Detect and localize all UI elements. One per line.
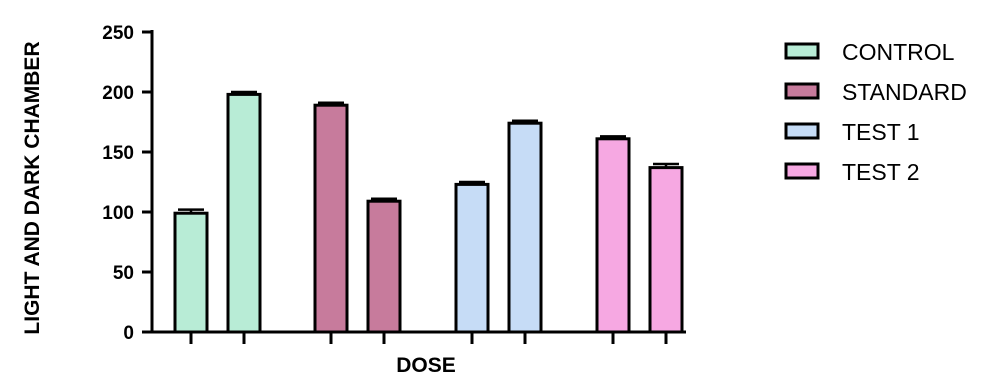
legend-label: TEST 2 bbox=[842, 159, 920, 185]
y-tick-label: 250 bbox=[102, 23, 134, 44]
y-tick-label: 200 bbox=[102, 83, 134, 104]
y-tick-label: 100 bbox=[102, 203, 134, 224]
bar bbox=[507, 121, 543, 334]
bar bbox=[454, 182, 490, 334]
bar bbox=[648, 166, 684, 334]
bar bbox=[173, 211, 209, 334]
y-tick-label: 150 bbox=[102, 143, 134, 164]
y-tick-label: 0 bbox=[123, 323, 134, 344]
y-ticks: 0 50 100 150 200 250 bbox=[102, 23, 152, 344]
y-axis-title: LIGHT AND DARK CHAMBER bbox=[21, 41, 44, 334]
y-tick-label: 50 bbox=[113, 263, 134, 284]
legend-label: STANDARD bbox=[842, 79, 967, 105]
bar bbox=[226, 92, 262, 334]
bar bbox=[595, 137, 631, 334]
legend-label: CONTROL bbox=[842, 39, 955, 65]
legend-swatch bbox=[784, 42, 820, 60]
axes-layer bbox=[150, 30, 686, 334]
x-axis-title: DOSE bbox=[396, 354, 456, 377]
legend: CONTROL STANDARD TEST 1 TEST 2 bbox=[784, 39, 967, 185]
legend-label: TEST 1 bbox=[842, 119, 920, 145]
legend-swatch bbox=[784, 82, 820, 100]
legend-swatch bbox=[784, 162, 820, 180]
bar bbox=[313, 103, 349, 334]
legend-swatch bbox=[784, 122, 820, 140]
x-ticks bbox=[189, 332, 668, 344]
bar bbox=[366, 199, 402, 334]
bars-layer bbox=[173, 90, 684, 334]
